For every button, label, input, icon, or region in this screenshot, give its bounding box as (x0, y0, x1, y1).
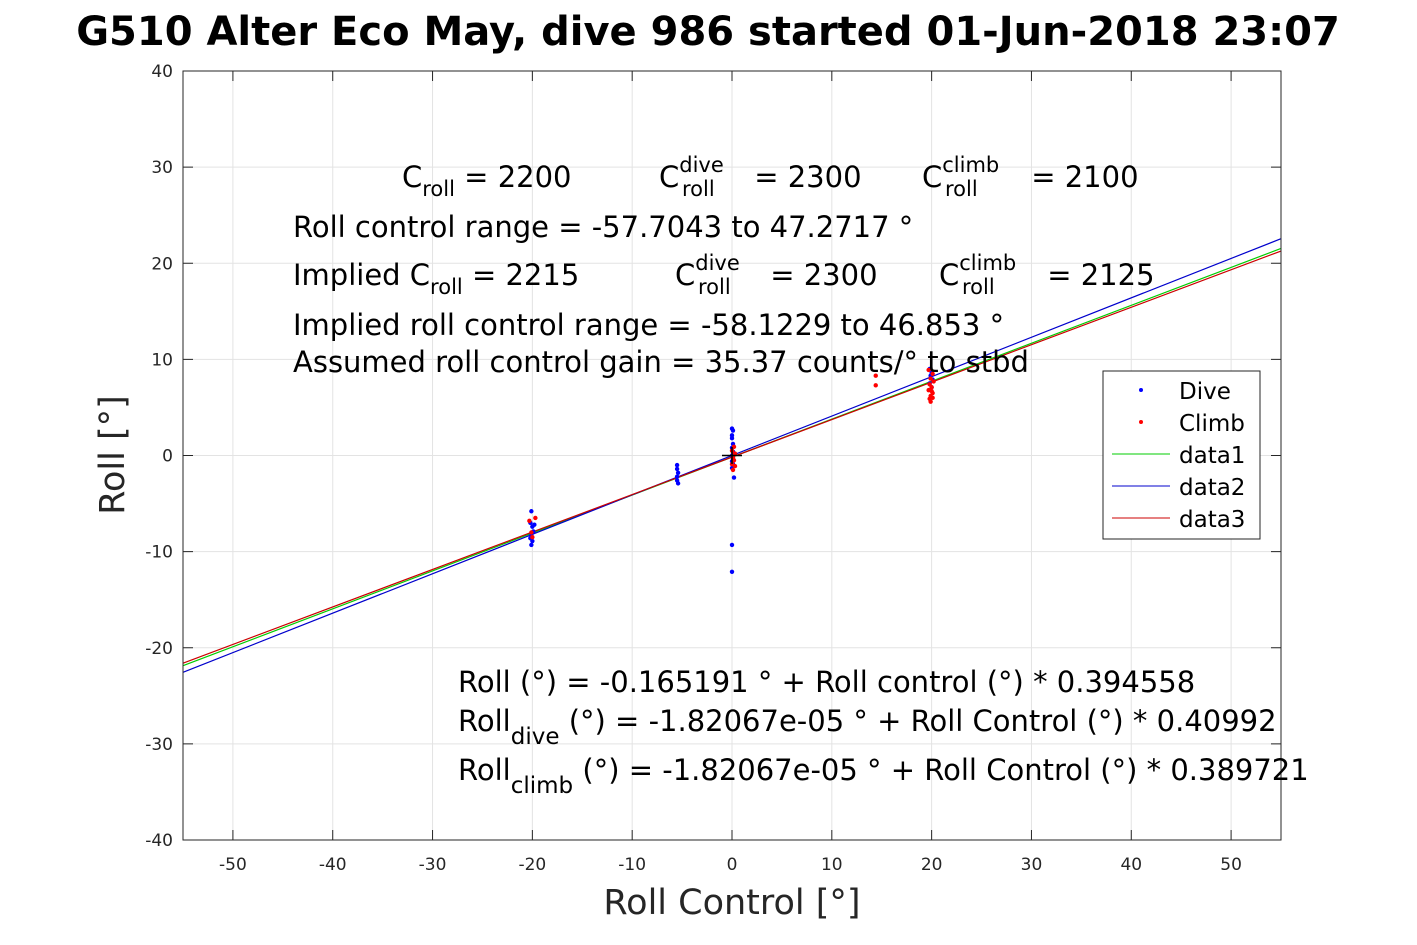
x-tick-label: 10 (821, 855, 843, 875)
y-tick-label: 0 (162, 447, 173, 467)
point-dive (675, 481, 681, 486)
x-tick-label: 20 (921, 855, 943, 875)
point-dive (674, 466, 680, 472)
annotation-fit-roll-dive: Rolldive (°) = -1.82067e-05 ° + Roll Con… (458, 704, 1277, 750)
annotation-implied-c-roll-climb: Cclimb (939, 251, 1016, 292)
point-climb (931, 379, 936, 384)
legend-marker-dive (1139, 388, 1143, 392)
point-dive (530, 538, 535, 544)
annotation-implied-c-roll-dive-sub: roll = 2300 (698, 258, 878, 299)
legend-label-data3: data3 (1179, 507, 1245, 533)
y-tick-label: 30 (151, 158, 173, 178)
x-axis-label: Roll Control [°] (603, 883, 860, 923)
annotation-c-roll-dive-sub: roll = 2300 (682, 160, 862, 201)
point-dive (729, 435, 735, 441)
y-tick-label: -10 (145, 543, 173, 563)
origin-marker (722, 447, 742, 464)
y-axis-label: Roll [°] (93, 395, 133, 515)
x-tick-label: 30 (1021, 855, 1043, 875)
point-climb (533, 515, 538, 521)
annotation-implied-c-roll-dive: Cdive (675, 251, 740, 292)
point-climb (530, 535, 535, 540)
legend-label-climb: Climb (1179, 411, 1245, 437)
y-tick-label: -20 (145, 639, 173, 659)
y-tick-label: -40 (145, 831, 173, 851)
y-tick-label: 10 (151, 350, 173, 370)
legend: Dive Climb data1 data2 data3 (1102, 370, 1261, 540)
annotation-c-roll-climb: Cclimb (922, 153, 999, 194)
point-dive (674, 462, 680, 468)
point-climb (929, 385, 934, 390)
y-tick-label: 20 (151, 254, 173, 274)
point-dive (729, 569, 735, 575)
x-tick-label: -50 (219, 855, 247, 875)
data-points (527, 366, 936, 575)
annotation-roll-control-range: Roll control range = -57.7043 to 47.2717… (293, 210, 913, 244)
annotation-implied-c-roll: Implied Croll = 2215 (293, 258, 579, 299)
point-climb (928, 399, 933, 404)
annotation-implied-c-roll-climb-sub: roll = 2125 (962, 258, 1155, 299)
point-climb (527, 518, 532, 524)
x-tick-label: -40 (319, 855, 347, 875)
point-climb (928, 376, 933, 381)
y-tick-label: 40 (151, 62, 173, 82)
annotation-gain: Assumed roll control gain = 35.37 counts… (293, 345, 1029, 379)
chart-title: G510 Alter Eco May, dive 986 started 01-… (76, 9, 1340, 55)
point-climb (873, 383, 878, 388)
point-dive (532, 522, 537, 527)
point-climb (926, 367, 931, 373)
x-tick-label: -10 (618, 855, 646, 875)
point-dive (529, 509, 534, 514)
annotation-implied-range: Implied roll control range = -58.1229 to… (293, 308, 1004, 342)
legend-label-dive: Dive (1179, 379, 1231, 405)
annotation-c-roll: Croll = 2200 (402, 160, 572, 201)
point-dive (731, 475, 737, 480)
point-climb (873, 373, 878, 378)
point-climb (731, 458, 737, 463)
annotation-top: Croll = 2200 Cdive roll = 2300 Cclimb ro… (293, 153, 1155, 379)
point-climb (930, 371, 935, 376)
point-climb (930, 395, 935, 401)
annotation-bottom: Roll (°) = -0.165191 ° + Roll control (°… (458, 665, 1309, 799)
point-climb (732, 451, 738, 456)
annotation-c-roll-climb-sub: roll = 2100 (945, 160, 1139, 201)
legend-label-data2: data2 (1179, 475, 1245, 501)
point-dive (730, 428, 736, 433)
point-climb (929, 388, 934, 394)
ticks: -50 -40 -30 -20 -10 0 10 20 30 40 50 -40 -30 -20 -10 0 1… (145, 62, 1281, 875)
point-climb (730, 467, 736, 473)
x-tick-label: 0 (727, 855, 738, 875)
point-dive (675, 470, 681, 476)
annotation-fit-roll-climb: Rollclimb (°) = -1.82067e-05 ° + Roll Co… (458, 753, 1309, 799)
legend-label-data1: data1 (1179, 443, 1245, 469)
point-climb (529, 530, 534, 535)
point-climb (731, 444, 737, 450)
x-tick-label: -30 (419, 855, 447, 875)
y-tick-label: -30 (145, 735, 173, 755)
point-climb (732, 463, 738, 469)
x-tick-label: 40 (1120, 855, 1142, 875)
annotation-c-roll-dive: Cdive (659, 153, 724, 194)
legend-box (1102, 370, 1261, 540)
legend-marker-climb (1139, 420, 1143, 424)
annotation-fit-roll: Roll (°) = -0.165191 ° + Roll control (°… (458, 665, 1195, 699)
x-tick-label: -20 (518, 855, 546, 875)
point-dive (674, 474, 680, 479)
point-dive (729, 542, 735, 548)
x-tick-label: 50 (1220, 855, 1242, 875)
point-dive (529, 542, 534, 548)
